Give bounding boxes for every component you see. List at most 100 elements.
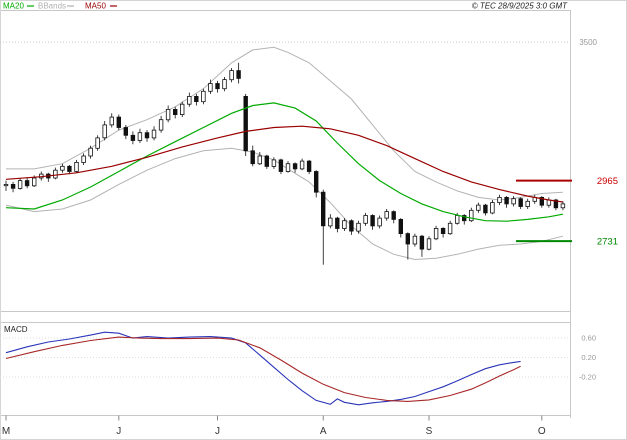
candle-body	[60, 165, 65, 171]
price-levels: 2965 2731 3500	[516, 38, 618, 248]
legend: MA20 BBands MA50	[3, 2, 117, 11]
candle-body	[102, 124, 107, 139]
candle-body	[88, 147, 93, 157]
candle-body	[187, 96, 192, 105]
candle-body	[271, 159, 277, 167]
candle-body	[236, 70, 241, 79]
candle-body	[123, 127, 128, 136]
candle-body	[250, 150, 255, 165]
candle-body	[285, 163, 291, 172]
candle-body	[440, 227, 446, 234]
candle-body	[81, 155, 86, 163]
month-label: J	[215, 426, 220, 437]
candle-body	[53, 169, 58, 179]
candle-body	[560, 203, 566, 209]
candle-body	[24, 180, 30, 187]
legend-bbands-label: BBands	[38, 2, 66, 11]
candle-body	[109, 116, 114, 126]
candle-body	[433, 227, 439, 240]
price-axis-label: 3500	[579, 38, 597, 47]
candle-body	[504, 196, 509, 205]
candle-body	[497, 196, 502, 203]
candle-body	[151, 129, 157, 139]
candle-body	[201, 90, 206, 103]
candle-body	[539, 196, 544, 206]
candle-body	[278, 159, 284, 172]
candle-body	[412, 235, 418, 245]
candle-body	[490, 202, 495, 214]
candle-body	[525, 200, 530, 207]
month-label: S	[426, 426, 433, 437]
price-level-label: 2731	[597, 237, 618, 248]
candle-body	[511, 198, 516, 205]
candle-body	[257, 155, 262, 165]
candle-body	[363, 215, 368, 224]
candle-body	[553, 199, 559, 209]
candle-body	[454, 215, 460, 224]
moving-averages	[5, 102, 564, 222]
candle-body	[313, 171, 319, 193]
candle-body	[461, 215, 467, 222]
candle-body	[137, 132, 143, 141]
candle-body	[384, 211, 389, 219]
candle-body	[158, 119, 164, 131]
candle-body	[405, 233, 410, 245]
candle-body	[342, 220, 347, 229]
candle-body	[67, 165, 72, 172]
legend-ma50-label: MA50	[85, 2, 106, 11]
candle-body	[116, 116, 121, 128]
macd-panel-label: MACD	[4, 325, 28, 334]
candle-body	[10, 183, 16, 189]
candle-body	[419, 235, 425, 250]
candle-body	[243, 96, 248, 152]
candle-body	[483, 204, 488, 214]
candle-body	[335, 217, 340, 229]
candle-body	[356, 222, 361, 232]
candle-body	[370, 215, 375, 227]
candle-body	[215, 83, 220, 90]
candle-body	[292, 163, 298, 170]
candle-body	[165, 109, 171, 121]
candle-body	[306, 160, 312, 172]
month-label: O	[538, 426, 546, 437]
candle-body	[130, 134, 136, 141]
candle-body	[172, 109, 178, 116]
candle-body	[229, 70, 234, 81]
candle-body	[208, 83, 213, 92]
candle-body	[95, 137, 100, 149]
candle-body	[179, 103, 185, 115]
ma50-line	[5, 125, 563, 203]
month-label: A	[320, 426, 327, 437]
candle-body	[222, 79, 227, 90]
candle-body	[320, 191, 326, 227]
candle-body	[476, 204, 481, 211]
candle-body	[518, 198, 523, 207]
month-label: J	[116, 426, 121, 437]
candle-body	[447, 222, 453, 235]
candle-body	[426, 238, 432, 250]
legend-ma20-label: MA20	[3, 2, 24, 11]
macd-macd-line	[5, 331, 521, 406]
candle-body	[469, 209, 474, 222]
bollinger-lower-line	[5, 147, 564, 261]
macd-axis-label: 0.60	[581, 334, 596, 343]
macd-signal-line	[5, 336, 521, 402]
candle-body	[194, 96, 199, 103]
macd-axis-label: -0.20	[579, 373, 596, 382]
copyright-text: © TEC 28/9/2025 3:0 GMT	[472, 2, 568, 11]
price-level-label: 2965	[597, 176, 618, 187]
candle-body	[32, 177, 37, 187]
ma20-line	[5, 102, 564, 222]
candle-body	[398, 218, 403, 234]
candle-body	[74, 161, 79, 172]
candle-body	[17, 180, 23, 189]
macd-series	[5, 331, 521, 406]
candle-body	[391, 211, 396, 220]
candle-body	[264, 155, 269, 167]
macd-axis-label: 0.20	[581, 353, 596, 362]
candle-body	[3, 183, 9, 187]
candle-body	[299, 160, 305, 170]
